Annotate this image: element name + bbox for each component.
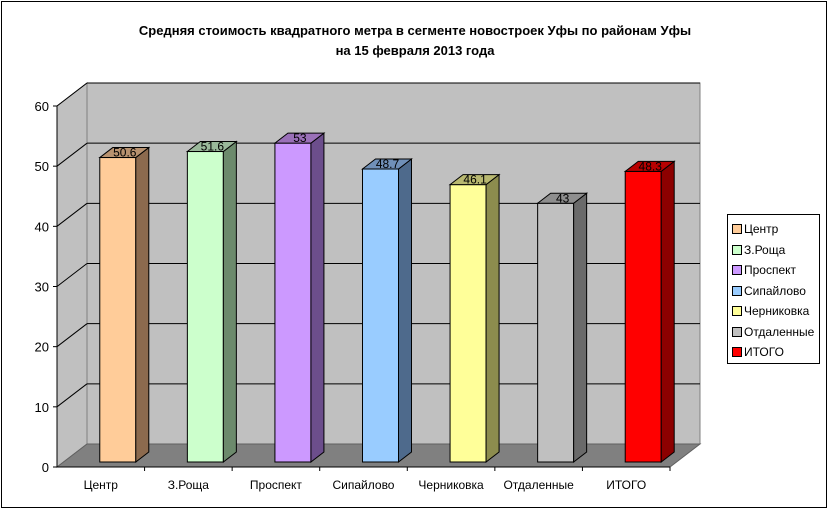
x-tick-label: Сипайлово xyxy=(333,478,395,492)
bar-1: 50.6 xyxy=(98,146,151,464)
x-tick-label: Центр xyxy=(84,478,119,492)
chart-title: Средняя стоимость квадратного метра в се… xyxy=(0,21,830,61)
bar-5: 46.1 xyxy=(448,173,501,464)
bar-front xyxy=(537,202,575,463)
data-label: 46.1 xyxy=(463,173,487,187)
bar-side xyxy=(222,140,237,464)
bar-front xyxy=(624,170,662,463)
bar-front xyxy=(99,157,137,463)
legend-swatch-icon xyxy=(732,224,742,235)
bar-top xyxy=(98,147,151,159)
legend-label: ИТОГО xyxy=(744,345,784,360)
y-tick-label: 20 xyxy=(35,340,49,355)
data-label: 53 xyxy=(293,131,307,145)
bar-front xyxy=(274,142,312,463)
x-tick-label: З.Роща xyxy=(168,478,210,492)
bar-top xyxy=(536,192,589,204)
gridline-depth xyxy=(56,323,88,348)
data-label: 50.6 xyxy=(113,146,137,160)
legend-label: Черниковка xyxy=(744,304,810,319)
bar-side xyxy=(310,132,325,464)
legend-item: Сипайлово xyxy=(728,281,819,302)
data-label: 48.7 xyxy=(376,157,400,171)
y-tick-label: 30 xyxy=(35,280,49,295)
legend-item: ИТОГО xyxy=(728,342,819,363)
bar-3: 53 xyxy=(273,131,326,464)
legend-swatch-icon xyxy=(732,244,742,255)
bar-top xyxy=(361,158,413,170)
y-tick-label: 0 xyxy=(42,460,49,475)
bar-front xyxy=(449,184,487,463)
bar-side xyxy=(573,192,588,464)
legend-swatch-icon xyxy=(732,347,742,358)
legend-item: Центр xyxy=(728,219,819,240)
legend-swatch-icon xyxy=(732,265,742,276)
bar-4: 48.7 xyxy=(361,157,413,464)
legend-swatch-icon xyxy=(732,326,742,337)
x-tick-label: ИТОГО xyxy=(606,478,646,492)
bar-front xyxy=(186,151,224,463)
data-label: 48.3 xyxy=(639,159,663,173)
legend-item: З.Роща xyxy=(728,240,819,261)
y-tick-label: 50 xyxy=(35,159,49,174)
bar-side xyxy=(398,157,412,464)
bar-2: 51.6 xyxy=(185,140,238,464)
data-label: 51.6 xyxy=(201,140,225,154)
gridline-depth xyxy=(56,383,88,408)
legend-label: З.Роща xyxy=(744,242,786,257)
data-label: 43 xyxy=(556,191,570,205)
bar-side xyxy=(660,160,675,464)
x-tick-label: Отдаленные xyxy=(503,478,574,492)
bar-top xyxy=(273,132,326,144)
chart-title-line-1: Средняя стоимость квадратного метра в се… xyxy=(138,23,692,38)
legend-item: Отдаленные xyxy=(728,322,819,343)
bar-6: 43 xyxy=(536,191,589,464)
legend-label: Сипайлово xyxy=(744,283,806,298)
legend-item: Черниковка xyxy=(728,301,819,322)
legend-label: Проспект xyxy=(744,263,797,278)
legend-label: Центр xyxy=(744,222,779,237)
x-tick-label: Черниковка xyxy=(418,478,484,492)
x-tick-label: Проспект xyxy=(250,478,303,492)
gridline-depth xyxy=(56,82,88,107)
bar-side xyxy=(485,173,500,464)
chart-title-line-2: на 15 февраля 2013 года xyxy=(335,43,495,58)
gridline-depth xyxy=(56,142,88,167)
bar-top xyxy=(448,174,501,186)
bar-top xyxy=(185,141,238,153)
y-tick-label: 40 xyxy=(35,219,49,234)
bar-side xyxy=(135,146,150,464)
legend-label: Отдаленные xyxy=(744,324,815,339)
bar-top xyxy=(623,160,676,172)
legend-swatch-icon xyxy=(732,285,742,296)
chart-legend: Центр З.Роща Проспект Сипайлово Черниковка От… xyxy=(727,214,820,364)
y-tick-label: 10 xyxy=(35,400,49,415)
y-tick-label: 60 xyxy=(35,99,49,114)
legend-item: Проспект xyxy=(728,260,819,281)
gridline-depth xyxy=(56,202,88,227)
bar-7: 48.3 xyxy=(623,159,676,464)
bar-front xyxy=(362,168,399,463)
legend-swatch-icon xyxy=(732,306,742,317)
gridline-depth xyxy=(56,263,88,287)
